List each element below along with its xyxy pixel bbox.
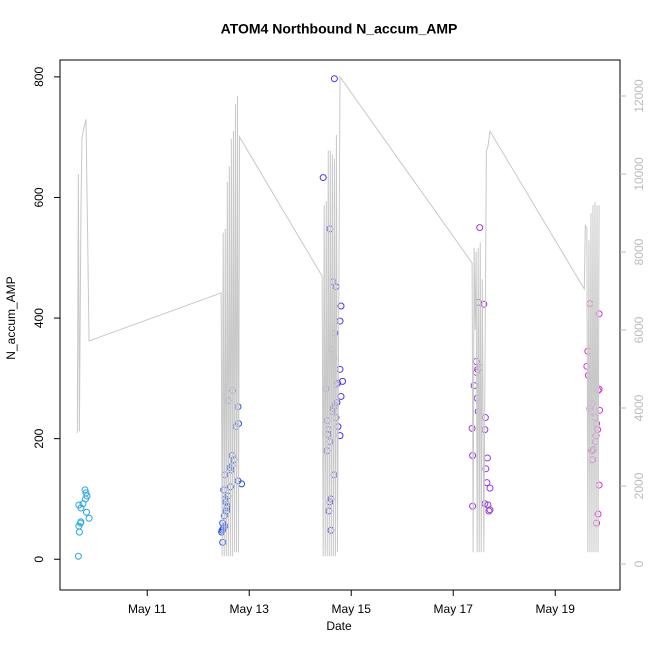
x-tick-label: May 19 bbox=[536, 602, 576, 616]
x-axis-label: Date bbox=[326, 619, 352, 633]
point bbox=[586, 300, 594, 308]
y-tick-label: 400 bbox=[32, 308, 46, 328]
line bbox=[76, 75, 600, 557]
point bbox=[82, 489, 90, 497]
chart-title: ATOM4 Northbound N_accum_AMP bbox=[221, 21, 458, 37]
point bbox=[584, 347, 592, 355]
x-tick-label: May 17 bbox=[434, 602, 474, 616]
point bbox=[595, 481, 603, 489]
y2-tick-label: 4000 bbox=[632, 394, 646, 421]
y2-tick-label: 12000 bbox=[632, 79, 646, 113]
point bbox=[339, 377, 347, 385]
y-tick-label: 800 bbox=[32, 67, 46, 87]
x-tick-label: May 11 bbox=[128, 602, 167, 616]
point bbox=[591, 414, 599, 422]
point bbox=[330, 75, 338, 83]
point bbox=[337, 302, 345, 310]
y2-tick-label: 0 bbox=[632, 560, 646, 567]
point bbox=[83, 492, 91, 500]
point bbox=[336, 365, 344, 373]
point bbox=[75, 528, 83, 536]
y2-tick-label: 2000 bbox=[632, 472, 646, 499]
point bbox=[83, 508, 91, 516]
point bbox=[484, 501, 492, 509]
y-tick-label: 600 bbox=[32, 187, 46, 207]
y-axis-label: N_accum_AMP bbox=[4, 276, 18, 359]
x-tick-label: May 15 bbox=[332, 602, 372, 616]
point bbox=[486, 484, 494, 492]
point bbox=[75, 501, 83, 509]
point bbox=[476, 224, 484, 232]
y-tick-label: 200 bbox=[32, 428, 46, 448]
y2-tick-label: 6000 bbox=[632, 316, 646, 343]
y-tick-label: 0 bbox=[32, 556, 46, 563]
point bbox=[81, 486, 89, 494]
point bbox=[74, 552, 82, 560]
y2-tick-label: 10000 bbox=[632, 157, 646, 191]
point bbox=[85, 514, 93, 522]
point bbox=[319, 174, 327, 182]
point bbox=[483, 454, 491, 462]
point bbox=[468, 424, 476, 432]
point bbox=[77, 518, 85, 526]
plot-frame bbox=[59, 59, 621, 591]
x-tick-label: May 13 bbox=[230, 602, 270, 616]
point bbox=[336, 317, 344, 325]
y2-tick-label: 8000 bbox=[632, 238, 646, 265]
point bbox=[337, 392, 345, 400]
point bbox=[483, 479, 491, 487]
point bbox=[481, 414, 489, 422]
